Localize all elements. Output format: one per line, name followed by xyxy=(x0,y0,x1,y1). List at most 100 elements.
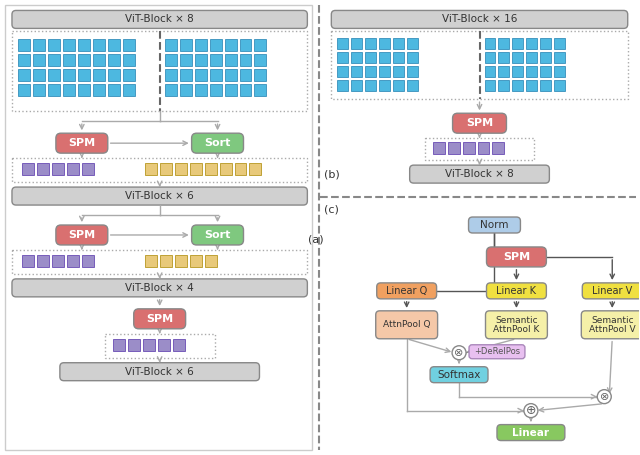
Text: Semantic: Semantic xyxy=(495,316,538,325)
Bar xyxy=(499,80,509,91)
Bar xyxy=(499,66,509,77)
Bar xyxy=(477,142,490,154)
Bar xyxy=(164,40,177,51)
Bar xyxy=(93,84,105,96)
Bar xyxy=(145,255,157,267)
Bar xyxy=(93,54,105,66)
Bar xyxy=(93,40,105,51)
Bar xyxy=(407,66,418,77)
Bar xyxy=(18,84,30,96)
Text: Norm: Norm xyxy=(480,220,509,230)
Bar xyxy=(337,38,348,49)
Bar xyxy=(173,339,184,351)
FancyBboxPatch shape xyxy=(332,10,628,28)
Bar xyxy=(175,163,187,175)
Bar xyxy=(105,334,214,358)
Bar xyxy=(123,69,135,81)
Bar xyxy=(540,66,552,77)
Text: ViT-Block × 8: ViT-Block × 8 xyxy=(445,169,514,179)
Bar xyxy=(540,38,552,49)
Bar xyxy=(365,80,376,91)
Bar xyxy=(205,255,216,267)
Bar xyxy=(52,255,64,267)
FancyBboxPatch shape xyxy=(497,425,565,440)
Bar xyxy=(33,69,45,81)
Bar xyxy=(175,255,187,267)
FancyBboxPatch shape xyxy=(12,279,307,297)
Bar xyxy=(255,84,266,96)
Bar xyxy=(159,255,172,267)
Bar xyxy=(37,163,49,175)
FancyBboxPatch shape xyxy=(60,363,259,381)
Text: Softmax: Softmax xyxy=(437,370,481,380)
Circle shape xyxy=(524,404,538,418)
Bar xyxy=(78,69,90,81)
Bar xyxy=(365,66,376,77)
Bar xyxy=(380,66,390,77)
Bar xyxy=(33,40,45,51)
Bar xyxy=(393,66,404,77)
Text: (c): (c) xyxy=(324,204,339,214)
Text: ViT-Block × 16: ViT-Block × 16 xyxy=(442,15,517,25)
Text: ⊗: ⊗ xyxy=(600,392,609,402)
FancyBboxPatch shape xyxy=(430,367,488,383)
Bar xyxy=(48,84,60,96)
Bar xyxy=(393,38,404,49)
Bar xyxy=(554,52,565,63)
Bar xyxy=(527,66,538,77)
Bar xyxy=(513,66,524,77)
Text: SPM: SPM xyxy=(68,230,95,240)
Bar xyxy=(407,38,418,49)
FancyBboxPatch shape xyxy=(468,217,520,233)
Bar xyxy=(250,163,262,175)
Bar xyxy=(37,255,49,267)
Bar xyxy=(82,255,94,267)
Bar xyxy=(225,54,237,66)
Text: SPM: SPM xyxy=(503,252,530,262)
Bar xyxy=(380,38,390,49)
Bar xyxy=(365,38,376,49)
FancyBboxPatch shape xyxy=(376,311,438,339)
Bar xyxy=(484,66,495,77)
Text: Linear: Linear xyxy=(513,428,549,438)
Bar xyxy=(209,69,221,81)
Bar xyxy=(5,5,312,450)
Bar xyxy=(195,54,207,66)
Bar xyxy=(337,52,348,63)
Text: (b): (b) xyxy=(324,169,340,179)
Bar xyxy=(527,80,538,91)
Text: AttnPool Q: AttnPool Q xyxy=(383,320,431,329)
Bar xyxy=(225,40,237,51)
Bar xyxy=(63,84,75,96)
Bar xyxy=(337,80,348,91)
Bar xyxy=(351,80,362,91)
Text: Sort: Sort xyxy=(204,230,231,240)
FancyBboxPatch shape xyxy=(12,10,307,28)
Bar xyxy=(12,250,307,274)
Bar xyxy=(499,38,509,49)
Bar xyxy=(164,69,177,81)
Bar xyxy=(22,255,34,267)
Bar xyxy=(123,84,135,96)
Bar xyxy=(554,38,565,49)
Bar xyxy=(12,31,307,111)
FancyBboxPatch shape xyxy=(486,247,547,267)
Bar xyxy=(407,52,418,63)
Bar xyxy=(484,80,495,91)
Bar xyxy=(225,69,237,81)
Bar xyxy=(143,339,155,351)
Bar xyxy=(82,163,94,175)
Bar xyxy=(513,52,524,63)
Bar xyxy=(527,38,538,49)
FancyBboxPatch shape xyxy=(469,345,525,359)
Bar xyxy=(123,54,135,66)
Bar xyxy=(108,69,120,81)
Bar xyxy=(18,69,30,81)
Bar xyxy=(159,163,172,175)
Bar xyxy=(195,69,207,81)
Bar xyxy=(108,40,120,51)
Text: Sort: Sort xyxy=(204,138,231,148)
FancyBboxPatch shape xyxy=(134,309,186,329)
Bar xyxy=(180,40,191,51)
Bar xyxy=(195,40,207,51)
